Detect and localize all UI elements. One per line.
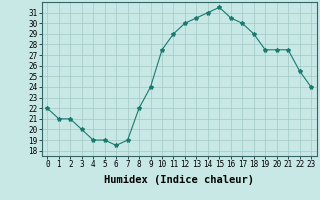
- X-axis label: Humidex (Indice chaleur): Humidex (Indice chaleur): [104, 175, 254, 185]
